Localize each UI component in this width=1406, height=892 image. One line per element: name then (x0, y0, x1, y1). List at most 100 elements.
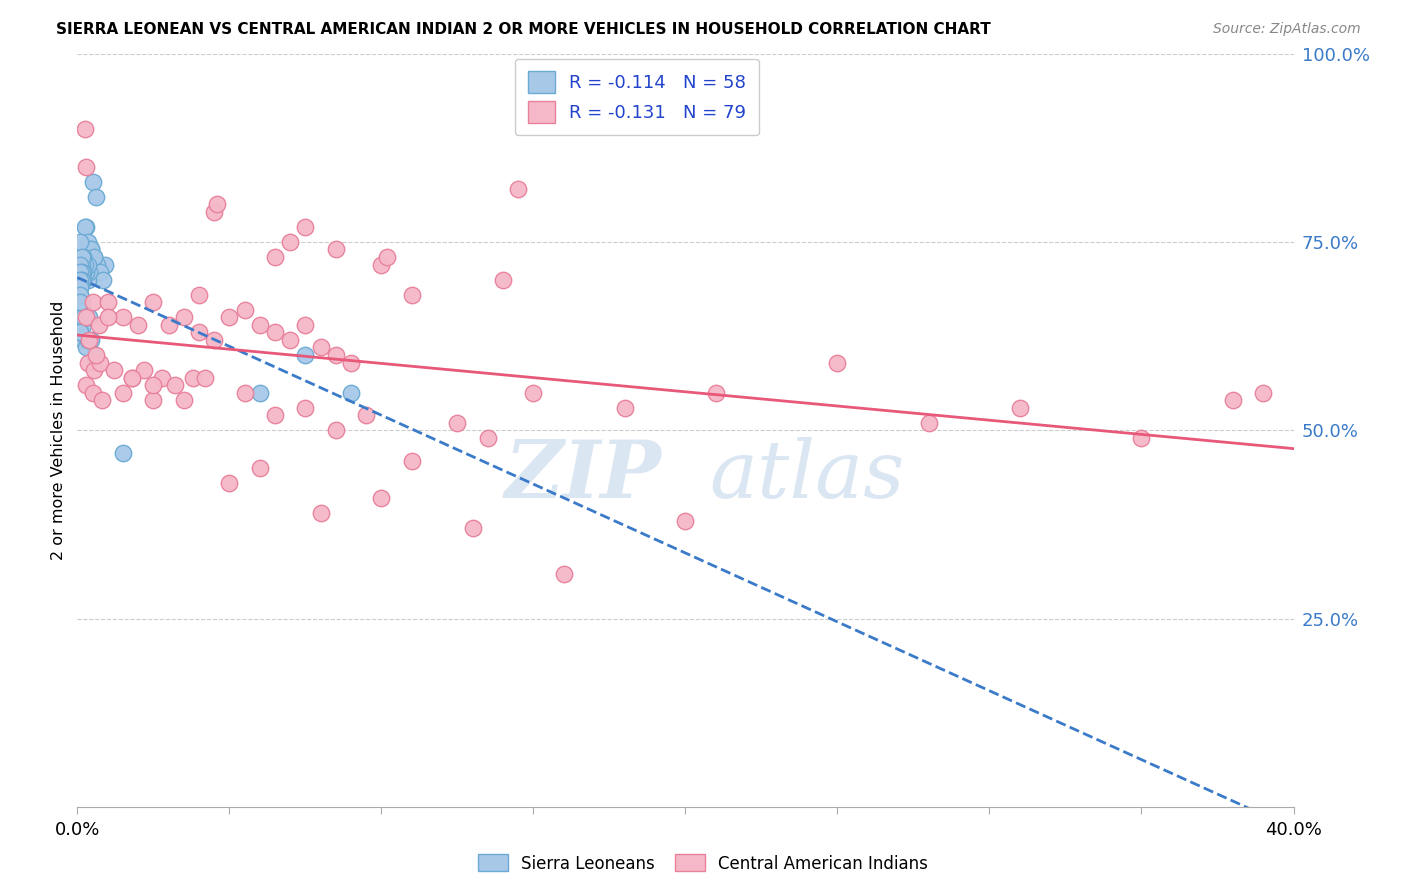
Point (77, 355, 100, 369)
Point (1222, 393, 1244, 408)
Point (370, 258, 392, 272)
Point (233, 385, 256, 400)
Point (121, 370, 143, 384)
Point (75, 265, 97, 279)
Point (249, 318, 271, 332)
Point (72, 310, 94, 325)
Point (70, 295, 93, 310)
Point (75, 341, 97, 355)
Point (340, 385, 363, 400)
Point (103, 363, 125, 377)
Point (86, 258, 108, 272)
Point (127, 318, 149, 332)
Point (69, 273, 91, 287)
Text: Source: ZipAtlas.com: Source: ZipAtlas.com (1213, 22, 1361, 37)
Point (69, 265, 91, 279)
Point (111, 385, 134, 400)
Point (69, 287, 91, 301)
Point (69, 287, 91, 301)
Point (69, 273, 91, 287)
Point (218, 476, 240, 491)
Point (152, 370, 174, 384)
Point (325, 348, 347, 362)
Point (233, 302, 256, 317)
Point (377, 250, 399, 264)
Point (278, 333, 301, 347)
Point (142, 393, 165, 408)
Point (77, 258, 100, 272)
Point (157, 318, 180, 332)
Point (69, 326, 91, 340)
Point (79, 310, 101, 325)
Point (492, 273, 515, 287)
Point (83, 250, 105, 264)
Point (70, 250, 93, 264)
Point (461, 521, 484, 535)
Point (70, 295, 93, 310)
Point (294, 348, 316, 362)
Legend: Sierra Leoneans, Central American Indians: Sierra Leoneans, Central American Indian… (471, 847, 935, 880)
Point (90, 393, 112, 408)
Point (264, 409, 287, 423)
Point (80, 243, 103, 257)
Point (97, 295, 120, 310)
Point (83, 363, 105, 377)
Point (84, 348, 107, 362)
Point (73, 258, 96, 272)
Point (202, 333, 225, 347)
Point (142, 295, 165, 310)
Point (188, 287, 211, 301)
Point (87, 318, 110, 332)
Point (72, 333, 94, 347)
Point (73, 258, 96, 272)
Y-axis label: 2 or more Vehicles in Household: 2 or more Vehicles in Household (51, 301, 66, 560)
Point (70, 273, 93, 287)
Point (80, 333, 103, 347)
Point (264, 250, 287, 264)
Point (69, 258, 91, 272)
Point (70, 265, 93, 279)
Point (89, 355, 111, 369)
Point (325, 424, 347, 438)
Point (309, 341, 332, 355)
Point (1251, 385, 1274, 400)
Point (142, 378, 165, 392)
Point (69, 280, 91, 294)
Point (325, 243, 347, 257)
Point (1130, 431, 1153, 445)
Point (75, 378, 97, 392)
Point (218, 310, 240, 325)
Point (82, 175, 104, 189)
Point (77, 273, 100, 287)
Point (72, 318, 94, 332)
Point (205, 197, 228, 211)
Point (173, 393, 195, 408)
Point (249, 385, 271, 400)
Point (477, 431, 499, 445)
Point (1008, 401, 1031, 415)
Point (294, 401, 316, 415)
Point (72, 302, 94, 317)
Point (97, 310, 120, 325)
Point (918, 416, 941, 430)
Point (83, 250, 105, 264)
Point (91, 273, 114, 287)
Point (72, 250, 94, 264)
Point (80, 243, 103, 257)
Point (553, 566, 575, 581)
Point (111, 446, 134, 460)
Point (173, 310, 195, 325)
Point (93, 258, 115, 272)
Point (75, 310, 97, 325)
Point (73, 219, 96, 234)
Point (70, 265, 93, 279)
Point (72, 250, 94, 264)
Text: atlas: atlas (710, 437, 905, 515)
Point (69, 280, 91, 294)
Point (72, 265, 94, 279)
Point (401, 453, 423, 467)
Point (121, 370, 143, 384)
Point (79, 333, 101, 347)
Point (77, 243, 100, 257)
Point (294, 219, 316, 234)
